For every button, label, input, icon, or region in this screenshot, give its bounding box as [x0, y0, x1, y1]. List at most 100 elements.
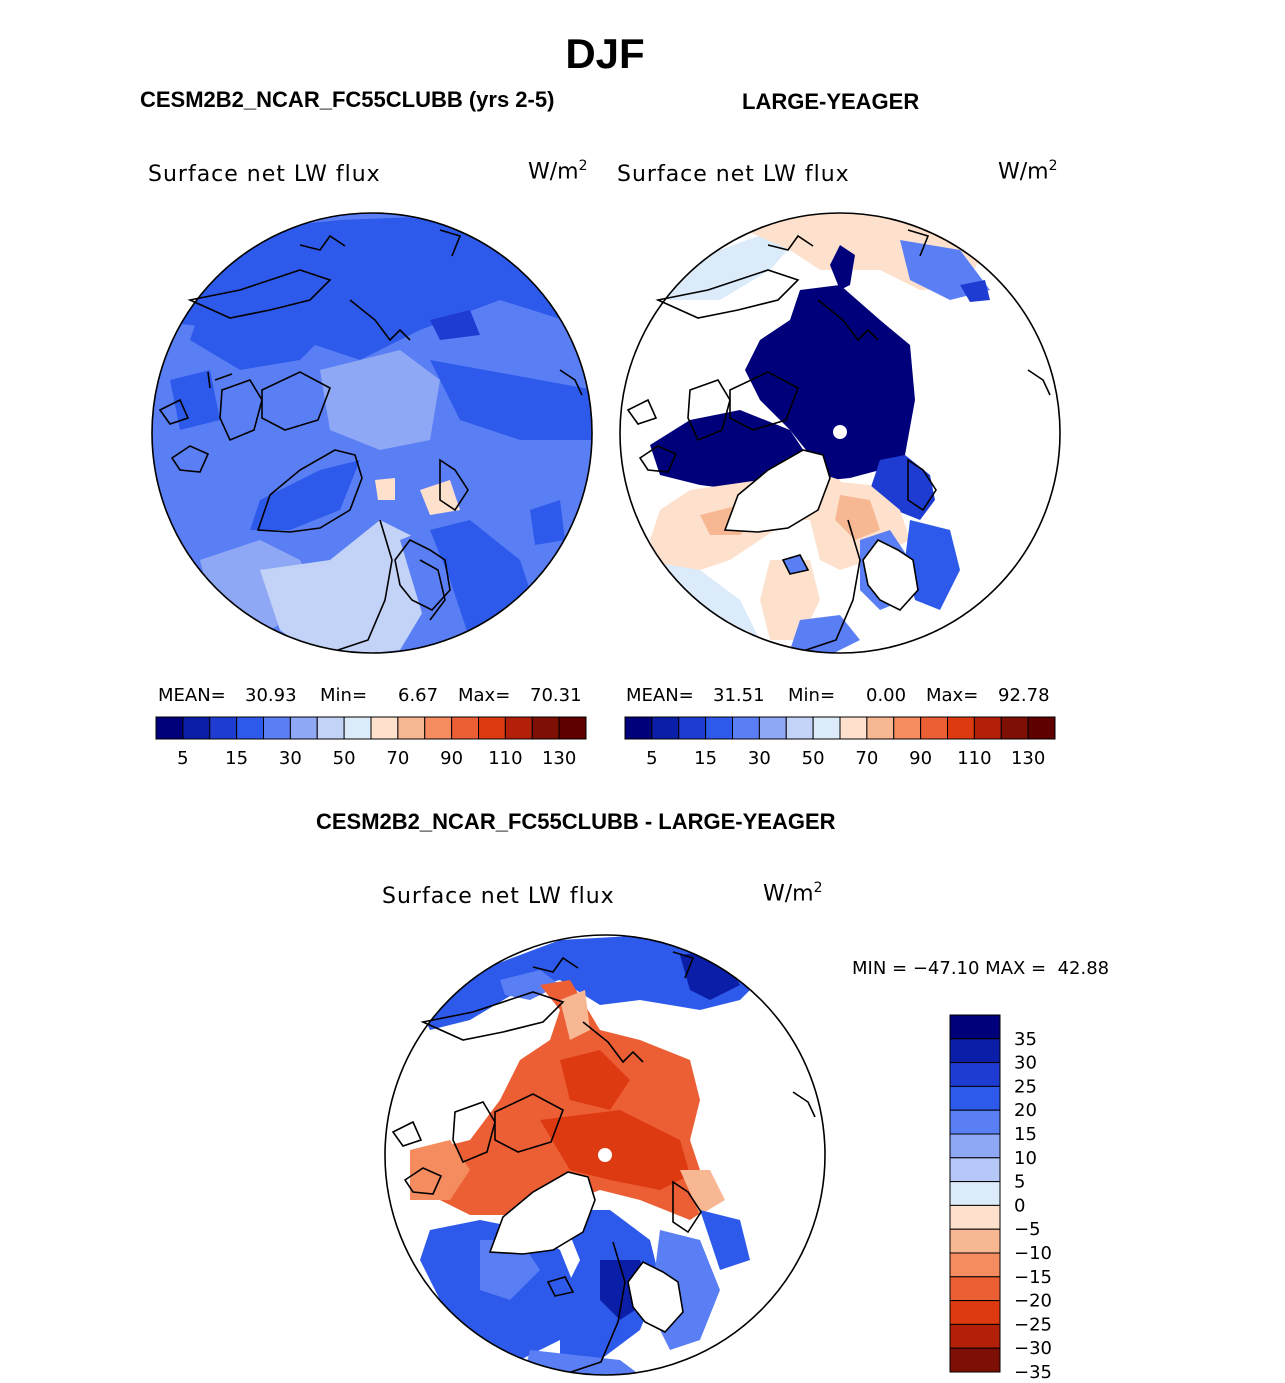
left-colorbar-swatch [531, 716, 560, 740]
right-colorbar-tick-label: 70 [855, 748, 878, 769]
diff-colorbar-tick-label: 5 [1014, 1172, 1025, 1193]
left-colorbar-swatch [155, 716, 184, 740]
diff-colorbar-tick-label: 0 [1014, 1195, 1025, 1216]
diff-colorbar-tick-label: 15 [1014, 1124, 1037, 1145]
left-colorbar-tick-label: 90 [440, 748, 463, 769]
right-panel-title: LARGE-YEAGER [742, 89, 920, 114]
left-colorbar-tick-label: 50 [333, 748, 356, 769]
diff-colorbar-tick-label: −25 [1014, 1314, 1052, 1335]
right-colorbar-swatch [732, 716, 760, 740]
left-colorbar-swatch [424, 716, 453, 740]
left-units-label: W/m2 [528, 158, 588, 185]
right-colorbar-swatch [1027, 716, 1056, 740]
diff-colorbar-tick-label: −20 [1014, 1291, 1052, 1312]
right-colorbar-swatch [920, 716, 948, 740]
right-colorbar-swatch [785, 716, 814, 740]
right-units-label: W/m2 [998, 158, 1058, 185]
diff-units-label: W/m2 [763, 880, 823, 907]
left-colorbar-tick-label: 15 [225, 748, 248, 769]
right-colorbar-tick-label: 130 [1011, 748, 1045, 769]
left-colorbar-swatch [397, 716, 426, 740]
right-stat-max: 92.78 [998, 685, 1050, 706]
diff-colorbar-swatch [949, 1062, 1001, 1087]
right-colorbar-swatch [839, 716, 868, 740]
diff-colorbar-swatch [949, 1347, 1001, 1373]
left-colorbar-swatch [209, 716, 238, 740]
left-colorbar-tick-label: 5 [177, 748, 188, 769]
diff-colorbar-tick-label: −5 [1014, 1219, 1041, 1240]
diff-colorbar-tick-label: −35 [1014, 1362, 1052, 1383]
diff-colorbar-swatch [949, 1228, 1001, 1254]
left-stat-min: 6.67 [398, 685, 439, 706]
right-colorbar-tick-label: 110 [957, 748, 991, 769]
diff-colorbar-swatch [949, 1109, 1001, 1135]
left-colorbar-swatch [343, 716, 372, 740]
left-polar-map [151, 212, 593, 654]
left-colorbar-swatch [263, 716, 291, 740]
left-colorbar-tick-label: 130 [542, 748, 576, 769]
right-polar-map [619, 212, 1061, 654]
diff-colorbar-swatch [949, 1276, 1001, 1302]
right-colorbar: 5 15 30 50 70 90 110 130 [624, 716, 1056, 769]
left-colorbar-swatch [236, 716, 264, 740]
left-colorbar-swatch [504, 716, 533, 740]
right-colorbar-swatch [651, 716, 680, 740]
diff-colorbar-swatch [949, 1204, 1001, 1230]
right-stat-min: 0.00 [866, 685, 907, 706]
left-colorbar-tick-label: 30 [279, 748, 302, 769]
left-stat-mean: 30.93 [245, 685, 297, 706]
right-colorbar-tick-label: 15 [694, 748, 717, 769]
right-colorbar-swatch [947, 716, 975, 740]
diff-colorbar-tick-label: 35 [1014, 1029, 1037, 1050]
left-colorbar-tick-label: 70 [386, 748, 409, 769]
diff-colorbar-swatch [949, 1133, 1001, 1159]
left-colorbar-swatch [370, 716, 399, 740]
left-colorbar-swatch [182, 716, 211, 740]
diff-colorbar-tick-label: −30 [1014, 1338, 1052, 1359]
left-colorbar-swatch [558, 716, 587, 740]
right-colorbar-swatch [812, 716, 841, 740]
right-stat-min-label: Min= [788, 685, 836, 706]
left-stat-mean-label: MEAN= [158, 685, 226, 706]
diff-colorbar-swatch [949, 1014, 1001, 1040]
figure-title: DJF [565, 30, 645, 77]
right-colorbar-tick-label: 50 [802, 748, 825, 769]
diff-colorbar-tick-label: −15 [1014, 1267, 1052, 1288]
left-colorbar-swatch [478, 716, 506, 740]
right-stat-mean-label: MEAN= [626, 685, 694, 706]
right-colorbar-tick-label: 5 [646, 748, 657, 769]
left-stat-max: 70.31 [530, 685, 582, 706]
left-stat-min-label: Min= [320, 685, 368, 706]
right-stat-max-label: Max= [926, 685, 979, 706]
diff-colorbar-swatch [949, 1038, 1001, 1064]
left-colorbar-swatch [451, 716, 479, 740]
diff-colorbar-swatch [949, 1157, 1001, 1183]
diff-colorbar-swatch [949, 1181, 1001, 1206]
right-colorbar-swatch [678, 716, 707, 740]
right-colorbar-swatch [1000, 716, 1029, 740]
diff-polar-map [384, 934, 826, 1376]
diff-colorbar-tick-label: 20 [1014, 1100, 1037, 1121]
right-variable-label: Surface net LW flux [617, 162, 850, 187]
right-colorbar-swatch [973, 716, 1002, 740]
diff-colorbar-swatch [949, 1300, 1001, 1325]
left-colorbar-swatch [289, 716, 318, 740]
diff-colorbar-swatch [949, 1085, 1001, 1111]
left-stat-max-label: Max= [458, 685, 511, 706]
diff-min-max: MIN = −47.10 MAX = 42.88 [852, 958, 1110, 979]
right-colorbar-tick-label: 30 [748, 748, 771, 769]
left-panel-title: CESM2B2_NCAR_FC55CLUBB (yrs 2-5) [140, 87, 555, 112]
diff-panel-title: CESM2B2_NCAR_FC55CLUBB - LARGE-YEAGER [316, 809, 836, 834]
left-colorbar-tick-label: 110 [488, 748, 522, 769]
right-colorbar-swatch [705, 716, 733, 740]
diff-variable-label: Surface net LW flux [382, 884, 615, 909]
right-colorbar-swatch [758, 716, 787, 740]
diff-colorbar-tick-label: 25 [1014, 1076, 1037, 1097]
left-colorbar-swatch [316, 716, 345, 740]
right-colorbar-swatch [624, 716, 653, 740]
left-variable-label: Surface net LW flux [148, 162, 381, 187]
right-colorbar-tick-label: 90 [909, 748, 932, 769]
diff-colorbar-swatch [949, 1252, 1001, 1278]
